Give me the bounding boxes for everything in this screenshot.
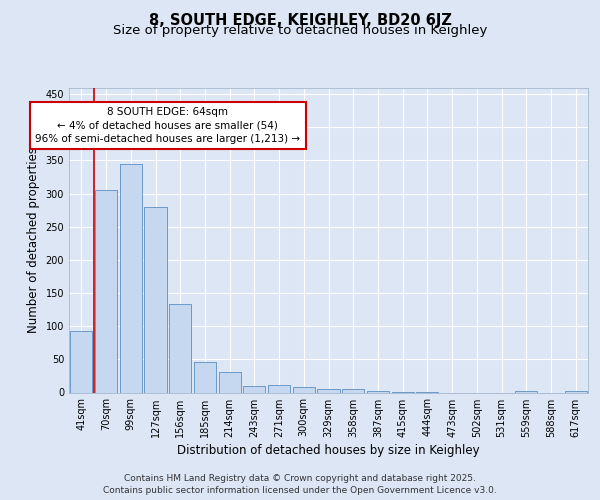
X-axis label: Distribution of detached houses by size in Keighley: Distribution of detached houses by size … bbox=[177, 444, 480, 456]
Bar bbox=[95, 190, 117, 392]
Bar bbox=[119, 164, 142, 392]
Bar bbox=[515, 391, 538, 392]
Y-axis label: Number of detached properties: Number of detached properties bbox=[27, 147, 40, 333]
Bar bbox=[145, 207, 167, 392]
Text: 8, SOUTH EDGE, KEIGHLEY, BD20 6JZ: 8, SOUTH EDGE, KEIGHLEY, BD20 6JZ bbox=[149, 12, 451, 28]
Text: 8 SOUTH EDGE: 64sqm
← 4% of detached houses are smaller (54)
96% of semi-detache: 8 SOUTH EDGE: 64sqm ← 4% of detached hou… bbox=[35, 108, 301, 144]
Bar bbox=[268, 385, 290, 392]
Bar bbox=[169, 304, 191, 392]
Bar bbox=[317, 388, 340, 392]
Text: Size of property relative to detached houses in Keighley: Size of property relative to detached ho… bbox=[113, 24, 487, 37]
Bar bbox=[367, 390, 389, 392]
Bar bbox=[342, 389, 364, 392]
Bar bbox=[194, 362, 216, 392]
Text: Contains HM Land Registry data © Crown copyright and database right 2025.
Contai: Contains HM Land Registry data © Crown c… bbox=[103, 474, 497, 495]
Bar bbox=[70, 331, 92, 392]
Bar bbox=[293, 387, 315, 392]
Bar bbox=[565, 391, 587, 392]
Bar bbox=[243, 386, 265, 392]
Bar bbox=[218, 372, 241, 392]
